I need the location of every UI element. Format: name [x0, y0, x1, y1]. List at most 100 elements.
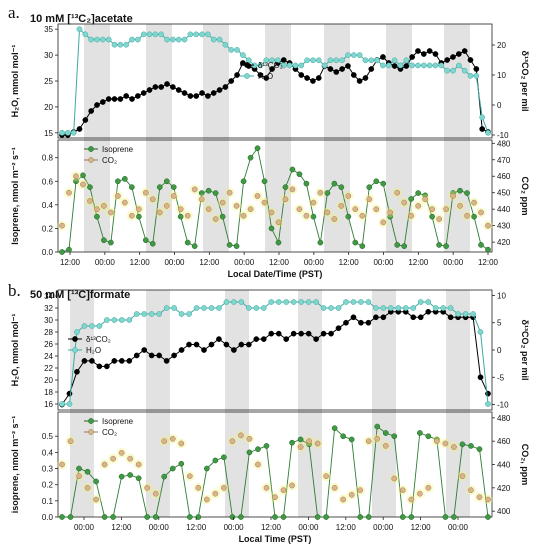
- panel-b-upper-series-1-point-28: [268, 299, 275, 305]
- panel-b-lower-series-0-point-43: [425, 433, 432, 440]
- panel-b-upper-series-0-point-8: [118, 358, 125, 364]
- panel-a-lower-series-1-point-8: [115, 193, 121, 199]
- panel-b-upper-series-0-point-43: [380, 314, 387, 321]
- panel-a-lower-series-0-point-17: [177, 213, 184, 220]
- panel-b-lower-series-1-point-49: [476, 494, 483, 501]
- panel-a-upper-series-1-point-63: [426, 62, 433, 69]
- panel-b-upper-series-1-point-15: [171, 305, 177, 311]
- panel-a-lower-series-1-point-30: [268, 209, 275, 216]
- panel-a-upper-series-0-point-52: [362, 75, 369, 81]
- panel-b-lower-series-0-point-23: [255, 446, 261, 453]
- panel-b-upper-series-1-point-25: [245, 305, 252, 311]
- panel-b-lower-series-0-point-4: [93, 478, 99, 485]
- panel-b-upper-series-0-point-19: [201, 347, 207, 353]
- panel-b-upper-series-1-point-13: [156, 311, 163, 317]
- panel-a-lower-right-tick-label-4: 460: [497, 172, 511, 181]
- panel-a-upper-series-0-point-34: [257, 72, 264, 78]
- panel-b-upper-series-0-point-21: [216, 336, 222, 342]
- panel-a-lower-series-0-point-32: [282, 184, 289, 191]
- panel-a-upper-series-1-point-5: [88, 36, 95, 43]
- panel-a-lower-series-0-point-23: [219, 213, 226, 220]
- panel-a-lower-series-0-point-24: [226, 242, 233, 248]
- panel-a-x-tick-label-8: 12:00: [339, 258, 360, 267]
- panel-b-lower-series-1-point-48: [468, 487, 474, 494]
- panel-b-lower-right-tick-label-2: 440: [497, 461, 511, 470]
- panel-a-upper-series-0-point-4: [82, 117, 89, 123]
- panel-a-upper-series-0-point-11: [123, 93, 130, 99]
- panel-b-lower-series-0-point-3: [84, 468, 91, 475]
- panel-a-upper-series-1-point-19: [170, 36, 176, 43]
- panel-a-upper-series-1-point-61: [415, 62, 421, 69]
- panel-a-upper-right-tick-label-3: 20: [497, 41, 506, 50]
- panel-b-upper-series-0-point-41: [365, 319, 372, 326]
- panel-b-upper-series-0-point-40: [358, 319, 364, 326]
- panel-a-lower-series-0-point-16: [170, 184, 177, 191]
- panel-b-upper-series-0-point-38: [343, 319, 349, 326]
- panel-a-lower-right-tick-label-6: 480: [497, 139, 511, 148]
- panel-b-upper-series-1-point-18: [193, 305, 200, 311]
- panel-b-lower-series-0-point-45: [442, 514, 449, 520]
- panel-a-lower-series-1-point-35: [303, 212, 310, 219]
- panel-a-upper-series-0-point-71: [473, 66, 480, 72]
- panel-b-upper-frame: [57, 289, 493, 411]
- panel-b-upper-series-1-point-33: [305, 299, 312, 305]
- panel-a-upper-series-1-point-34: [257, 62, 264, 69]
- panel-a-lower-series-1-point-57: [457, 203, 463, 209]
- panel-b-x-tick-label-7: 12:00: [336, 523, 357, 532]
- panel-a-upper-series-1-point-49: [345, 52, 351, 58]
- panel-b-upper-ylabel-right: δ¹³CO₂ per mil: [520, 320, 530, 381]
- panel-a-lower-series-1-point-0: [59, 222, 65, 229]
- panel-a-upper-series-1-point-35: [263, 57, 270, 64]
- panel-a-lower-right-tick-label-3: 450: [497, 189, 511, 198]
- panel-a-lower-series-0-point-61: [485, 246, 491, 253]
- panel-a-lower-series-1-point-33: [289, 186, 296, 193]
- panel-a-upper-left-tick-label-2: 25: [44, 77, 53, 86]
- panel-a-upper-series-1-point-25: [205, 31, 211, 38]
- panel-b-lower-left-tick-label-0: 0.0: [42, 513, 54, 522]
- panel-a-lower-series-1-point-27: [247, 206, 254, 213]
- panel-b-night-band-1: [146, 290, 170, 517]
- panel-b-lower-series-1-point-42: [416, 490, 423, 497]
- panel-a-upper-series-0-point-25: [205, 93, 211, 99]
- panel-b-lower-series-1-point-15: [186, 473, 193, 480]
- panel-b-upper-series-1-point-20: [208, 305, 215, 311]
- panel-b-lower-series-1-point-11: [152, 490, 159, 497]
- panel-b-upper-series-1-point-31: [290, 299, 297, 305]
- panel-a-upper-series-1-point-4: [82, 31, 89, 38]
- panel-b-letter: b.: [8, 281, 21, 300]
- panel-a-upper-series-1-point-10: [117, 41, 124, 48]
- panel-b-lower-series-1-point-32: [331, 484, 338, 491]
- panel-b-upper-left-tick-label-2: 20: [44, 376, 53, 385]
- panel-a-x-tick-label-2: 12:00: [130, 258, 151, 267]
- panel-a-lower-series-1-point-17: [177, 206, 184, 213]
- panel-a-lower-series-1-point-31: [275, 219, 282, 226]
- panel-a-upper-series-0-point-3: [76, 126, 83, 132]
- panel-b-lower-series-0-point-5: [101, 514, 108, 520]
- panel-b-upper-series-1-point-56: [477, 329, 484, 335]
- panel-b-upper-series-0-point-4: [89, 358, 95, 364]
- panel-a-upper-series-1-point-37: [275, 57, 281, 64]
- panel-b-lower-series-1-point-14: [178, 440, 185, 447]
- panel-b-upper-series-1-point-17: [186, 311, 192, 317]
- panel-b-upper-series-0-point-33: [305, 330, 312, 337]
- panel-b-lower-series-1-point-12: [161, 438, 168, 445]
- panel-a-upper-series-1-point-46: [327, 57, 334, 64]
- panel-b-upper-series-1-point-52: [447, 305, 454, 311]
- panel-a-lower-legend-label-1: CO₂: [102, 156, 117, 165]
- panel-a-upper-series-0-point-41: [298, 72, 305, 78]
- panel-b-upper-left-tick-label-1: 18: [44, 388, 53, 397]
- panel-a-upper-series-0-point-62: [420, 51, 427, 57]
- panel-a-lower-series-1-point-6: [101, 203, 107, 209]
- panel-a-lower-series-0-point-49: [401, 243, 408, 249]
- panel-b-night-band-3: [298, 290, 322, 517]
- panel-b-lower-series-0-point-9: [135, 475, 142, 482]
- panel-a-upper-legend-marker-1: [244, 73, 250, 79]
- panel-b-upper-series-0-line: [61, 311, 489, 405]
- panel-b-lower-series-0-point-34: [348, 436, 355, 443]
- panel-a-upper-series-0-point-64: [432, 51, 439, 57]
- panel-a-lower-series-0-point-11: [135, 213, 142, 220]
- panel-b-upper-series-0-point-16: [178, 347, 185, 353]
- panel-b-upper-series-0-point-49: [425, 308, 432, 315]
- panel-b-upper-legend-label-1: H₂O: [86, 346, 101, 355]
- panel-a-upper-series-1-point-38: [280, 62, 287, 69]
